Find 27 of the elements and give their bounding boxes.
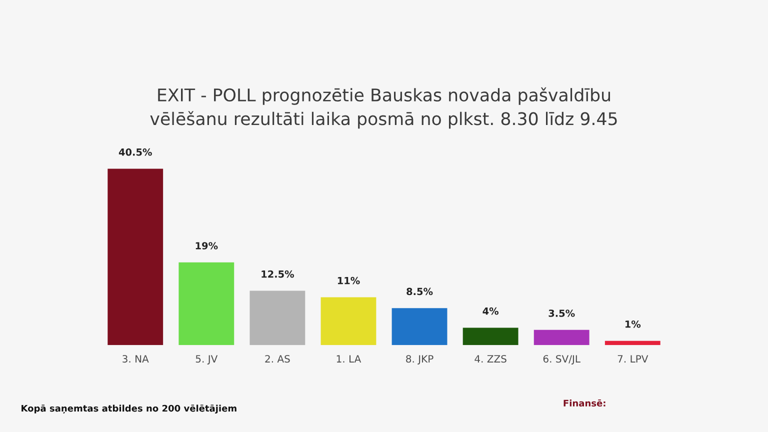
bar bbox=[534, 330, 590, 346]
data-label: 11% bbox=[338, 276, 360, 284]
data-label: 40.5% bbox=[118, 148, 152, 156]
bar bbox=[604, 340, 660, 346]
bar bbox=[178, 262, 234, 346]
x-tick-label: 6. SV/JL bbox=[543, 355, 580, 364]
data-label: 8.5% bbox=[406, 288, 433, 296]
data-label: 19% bbox=[196, 242, 218, 250]
chart-title: EXIT - POLL prognozētie Bauskas novada pašvaldību vēlēšanu rezultāti laika posmā no plkst. 8.30 līdz 9.45 bbox=[150, 87, 617, 129]
data-label: 4% bbox=[482, 307, 499, 315]
bar bbox=[320, 297, 376, 346]
bar bbox=[462, 328, 518, 346]
bar bbox=[250, 290, 306, 346]
data-label: 3.5% bbox=[548, 310, 575, 317]
x-tick-label: 1. LA bbox=[336, 355, 362, 362]
bar bbox=[392, 308, 448, 346]
x-tick-label: 8. JKP bbox=[406, 355, 434, 364]
x-tick-label: 5. JV bbox=[196, 355, 218, 364]
x-tick-label: 7. LPV bbox=[618, 355, 648, 362]
x-tick-label: 4. ZZS bbox=[474, 355, 506, 363]
x-tick-label: 3. NA bbox=[122, 355, 149, 363]
bar bbox=[108, 168, 164, 346]
text: Finansē: bbox=[564, 400, 606, 407]
data-label: 12.5% bbox=[262, 270, 294, 278]
x-tick-label: 2. AS bbox=[265, 355, 290, 363]
data-label: 1% bbox=[625, 320, 641, 328]
text: Kopā saņemtas atbildes no 200 vēlētājiem bbox=[22, 404, 236, 414]
